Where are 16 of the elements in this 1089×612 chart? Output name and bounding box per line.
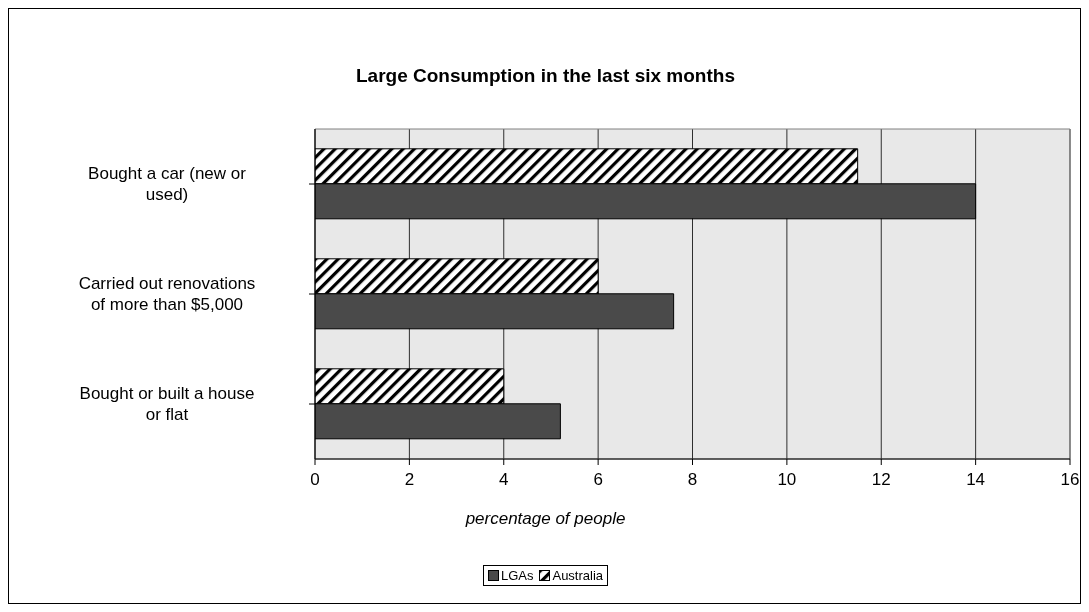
x-tick-label: 12: [871, 470, 891, 490]
x-tick-label: 2: [404, 470, 415, 490]
x-tick-label: 0: [310, 470, 320, 490]
legend-label: Australia: [551, 568, 604, 583]
y-tick-label: Bought a car (new or used): [88, 164, 247, 205]
legend-label: LGAs: [499, 568, 534, 583]
x-tick-label: 6: [593, 470, 603, 490]
y-tick-label: Bought or built a house or flat: [79, 384, 255, 425]
y-tick-label: Carried out renovations of more than $5,000: [78, 274, 256, 315]
x-tick-label: 16: [1060, 470, 1080, 490]
x-axis-title: percentage of people: [464, 509, 627, 529]
x-tick-label: 8: [687, 470, 698, 490]
chart-title: Large Consumption in the last six months: [355, 65, 736, 87]
x-tick-label: 14: [966, 470, 986, 490]
x-tick-label: 10: [777, 470, 797, 490]
x-tick-label: 4: [499, 470, 509, 490]
